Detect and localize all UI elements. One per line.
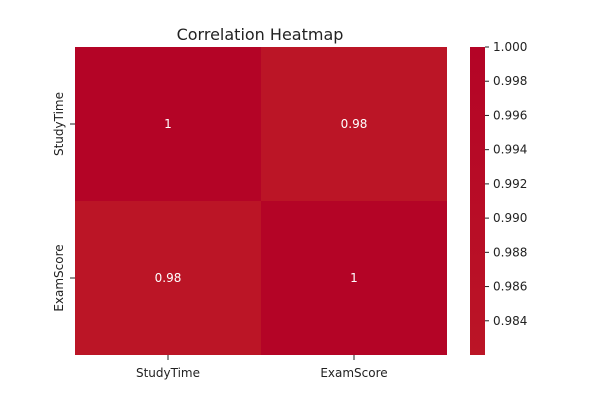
colorbar-tick-label: 0.992 [493, 177, 527, 191]
heatmap-cell-StudyTime-ExamScore [261, 47, 447, 201]
heatmap-cell-label: 1 [164, 117, 172, 131]
colorbar: 1.000 0.998 0.996 0.994 0.992 0.990 0.988 0.986… [470, 40, 527, 355]
heatmap-cell-labels: 1 0.98 0.98 1 [155, 117, 368, 285]
colorbar-tick-label: 0.984 [493, 314, 527, 328]
heatmap-cell-label: 0.98 [341, 117, 368, 131]
y-tick-label: ExamScore [52, 244, 66, 311]
colorbar-tick-label: 0.986 [493, 280, 527, 294]
y-tick-label: StudyTime [52, 92, 66, 156]
heatmap-cell-ExamScore-ExamScore [261, 201, 447, 355]
chart-title: Correlation Heatmap [177, 25, 344, 44]
x-tick-label: ExamScore [320, 366, 387, 380]
colorbar-gradient [470, 47, 485, 355]
heatmap-cells [75, 47, 447, 355]
heatmap-cell-ExamScore-StudyTime [75, 201, 261, 355]
colorbar-tick-label: 1.000 [493, 40, 527, 54]
colorbar-tick-label: 0.994 [493, 143, 527, 157]
colorbar-tick-label: 0.990 [493, 211, 527, 225]
colorbar-tick-label: 0.988 [493, 245, 527, 259]
x-axis: StudyTime ExamScore [136, 355, 388, 380]
x-tick-label: StudyTime [136, 366, 200, 380]
colorbar-tick-label: 0.998 [493, 74, 527, 88]
heatmap-cell-label: 0.98 [155, 271, 182, 285]
heatmap-cell-label: 1 [350, 271, 358, 285]
heatmap-cell-StudyTime-StudyTime [75, 47, 261, 201]
colorbar-ticks: 1.000 0.998 0.996 0.994 0.992 0.990 0.988 0.986… [485, 40, 527, 328]
colorbar-tick-label: 0.996 [493, 108, 527, 122]
y-axis: StudyTime ExamScore [52, 92, 75, 312]
